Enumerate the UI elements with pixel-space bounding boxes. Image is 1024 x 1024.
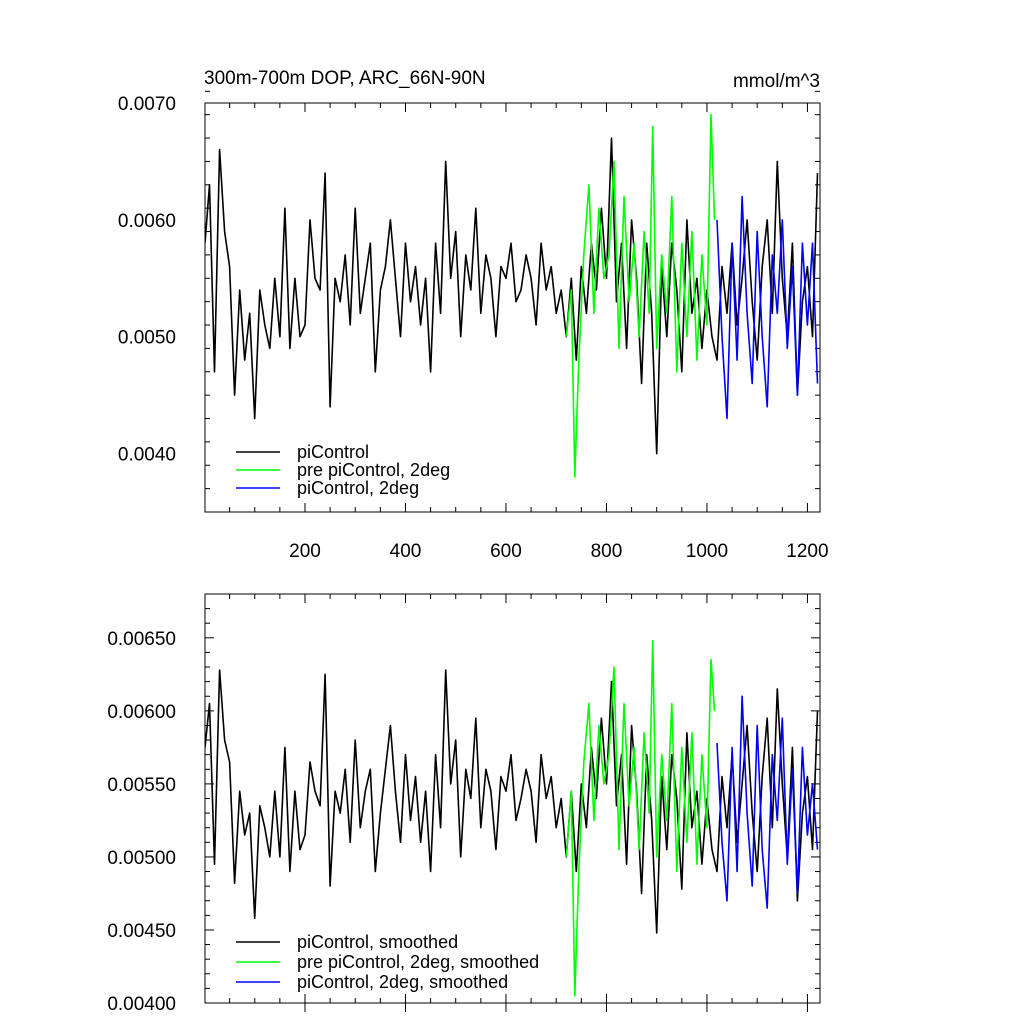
legend-label: piControl (297, 442, 369, 462)
legend-label: piControl, 2deg, smoothed (297, 972, 508, 992)
top-chart-units: mmol/m^3 (733, 71, 820, 92)
series-line-picontrol-2deg-smoothed (716, 695, 819, 909)
y-tick-label: 0.00550 (107, 775, 176, 796)
x-tick-label: 200 (289, 541, 321, 562)
x-tick-label: 1200 (786, 541, 828, 562)
legend-label: pre piControl, 2deg, smoothed (297, 952, 539, 972)
y-tick-label: 0.0040 (118, 445, 176, 466)
series-line-pre-picontrol-2deg-smoothed (565, 639, 716, 997)
y-tick-label: 0.00650 (107, 629, 176, 650)
x-tick-label: 800 (591, 541, 623, 562)
x-tick-label: 1000 (686, 541, 728, 562)
y-tick-label: 0.00600 (107, 702, 176, 723)
y-tick-label: 0.00400 (107, 994, 176, 1015)
y-tick-label: 0.00450 (107, 921, 176, 942)
legend-label: pre piControl, 2deg (297, 460, 450, 480)
legend-label: piControl, 2deg (297, 478, 419, 498)
x-tick-label: 600 (490, 541, 522, 562)
y-tick-label: 0.00500 (107, 848, 176, 869)
x-tick-label: 400 (390, 541, 422, 562)
series-line-picontrol-2deg (716, 195, 819, 420)
series-line-picontrol-smoothed (205, 669, 819, 934)
series-line-picontrol (205, 137, 819, 455)
series-line-pre-picontrol-2deg (565, 113, 716, 478)
top-chart: 200 400 600 800 1000 1200 0.0040 0.0050 0.0060 0.… (118, 90, 829, 562)
y-tick-label: 0.0070 (118, 94, 176, 115)
y-tick-label: 0.0060 (118, 211, 176, 232)
y-tick-label: 0.0050 (118, 328, 176, 349)
top-chart-title: 300m-700m DOP, ARC_66N-90N (204, 68, 486, 89)
plot-frame (204, 102, 821, 513)
bottom-chart: 0.00400 0.00450 0.00500 0.00550 0.00600 0.006… (107, 593, 821, 1015)
legend-label: piControl, smoothed (297, 932, 458, 952)
